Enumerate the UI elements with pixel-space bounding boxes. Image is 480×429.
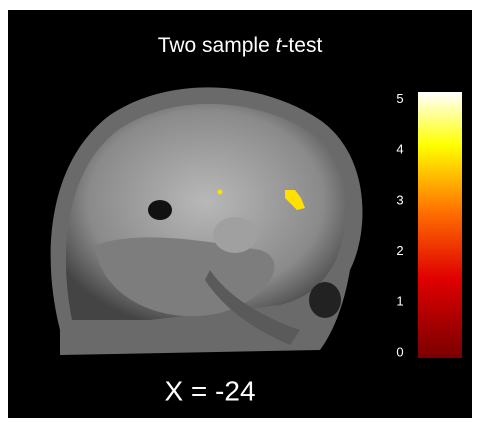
- tick-label: 3: [396, 192, 403, 207]
- tick-label: 5: [396, 91, 403, 106]
- tick-label: 2: [396, 243, 403, 258]
- slice-label: X = -24: [164, 375, 255, 406]
- mri-slice: [51, 87, 363, 355]
- title-text: Two sample: [158, 34, 276, 57]
- tick-label: 4: [396, 142, 403, 157]
- title-text: -test: [281, 34, 322, 57]
- figure: Two sample t-test 0 1 2 3 4 5 X = -24: [0, 0, 480, 429]
- colorbar: [418, 92, 462, 358]
- tick-label: 1: [396, 294, 403, 309]
- tick-label: 0: [396, 344, 403, 359]
- title: Two sample t-test: [158, 34, 323, 57]
